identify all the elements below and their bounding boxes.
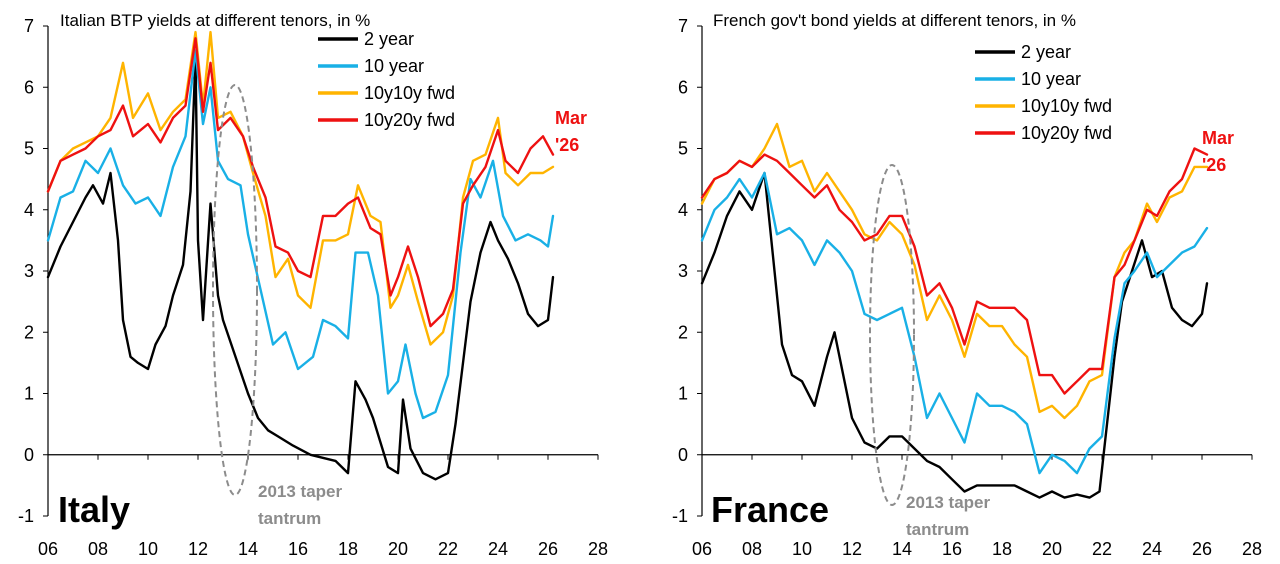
end-label-line2: '26 bbox=[1202, 155, 1226, 175]
y-tick-label: 1 bbox=[678, 384, 688, 404]
country-label: Italy bbox=[58, 489, 130, 530]
y-tick-label: 6 bbox=[24, 77, 34, 97]
x-tick-label: 12 bbox=[188, 539, 208, 559]
y-tick-label: 5 bbox=[24, 139, 34, 159]
x-tick-label: 06 bbox=[38, 539, 58, 559]
x-tick-label: 18 bbox=[992, 539, 1012, 559]
x-tick-label: 08 bbox=[88, 539, 108, 559]
x-tick-label: 26 bbox=[1192, 539, 1212, 559]
x-tick-label: 14 bbox=[892, 539, 912, 559]
taper-tantrum-ellipse bbox=[212, 84, 258, 496]
x-tick-label: 08 bbox=[742, 539, 762, 559]
legend-label: 10 year bbox=[1021, 69, 1081, 89]
series-line-10-year bbox=[700, 171, 1209, 475]
chart-title: Italian BTP yields at different tenors, … bbox=[60, 11, 370, 30]
legend-label: 2 year bbox=[1021, 42, 1071, 62]
x-tick-label: 18 bbox=[338, 539, 358, 559]
x-tick-label: 10 bbox=[138, 539, 158, 559]
y-tick-label: 3 bbox=[678, 261, 688, 281]
end-label-line2: '26 bbox=[555, 135, 579, 155]
country-label: France bbox=[711, 489, 829, 530]
x-tick-label: 20 bbox=[1042, 539, 1062, 559]
taper-tantrum-ellipse bbox=[869, 164, 915, 506]
series-line-10y20y-fwd bbox=[46, 37, 555, 328]
series-line-10y10y-fwd bbox=[700, 122, 1209, 420]
y-tick-label: 2 bbox=[678, 322, 688, 342]
x-tick-label: 28 bbox=[588, 539, 608, 559]
x-tick-label: 26 bbox=[538, 539, 558, 559]
legend-label: 2 year bbox=[364, 29, 414, 49]
y-tick-label: 3 bbox=[24, 261, 34, 281]
y-tick-label: 4 bbox=[678, 200, 688, 220]
x-tick-label: 14 bbox=[238, 539, 258, 559]
chart-title: French gov't bond yields at different te… bbox=[713, 11, 1076, 30]
y-tick-label: -1 bbox=[18, 506, 34, 526]
legend-label: 10y10y fwd bbox=[364, 83, 455, 103]
series-line-10y10y-fwd bbox=[46, 30, 555, 346]
end-label-line1: Mar bbox=[1202, 128, 1234, 148]
y-tick-label: 6 bbox=[678, 77, 688, 97]
y-tick-label: -1 bbox=[672, 506, 688, 526]
y-tick-label: 2 bbox=[24, 322, 34, 342]
y-tick-label: 7 bbox=[24, 16, 34, 36]
y-tick-label: 4 bbox=[24, 200, 34, 220]
x-tick-label: 20 bbox=[388, 539, 408, 559]
y-tick-label: 7 bbox=[678, 16, 688, 36]
y-tick-label: 0 bbox=[678, 445, 688, 465]
x-tick-label: 22 bbox=[438, 539, 458, 559]
y-tick-label: 1 bbox=[24, 384, 34, 404]
series-line-10y20y-fwd bbox=[700, 147, 1209, 395]
x-tick-label: 06 bbox=[692, 539, 712, 559]
y-tick-label: 5 bbox=[678, 139, 688, 159]
annotation-line1: 2013 taper bbox=[906, 493, 990, 512]
legend-label: 10y20y fwd bbox=[364, 110, 455, 130]
annotation-line2: tantrum bbox=[258, 509, 321, 528]
end-label-line1: Mar bbox=[555, 108, 587, 128]
annotation-line2: tantrum bbox=[906, 520, 969, 539]
legend-label: 10y20y fwd bbox=[1021, 123, 1112, 143]
annotation-line1: 2013 taper bbox=[258, 482, 342, 501]
x-tick-label: 28 bbox=[1242, 539, 1262, 559]
x-tick-label: 10 bbox=[792, 539, 812, 559]
series-line-2-year bbox=[700, 171, 1209, 499]
legend-label: 10y10y fwd bbox=[1021, 96, 1112, 116]
x-tick-label: 12 bbox=[842, 539, 862, 559]
x-tick-label: 16 bbox=[942, 539, 962, 559]
x-tick-label: 24 bbox=[488, 539, 508, 559]
y-tick-label: 0 bbox=[24, 445, 34, 465]
legend-label: 10 year bbox=[364, 56, 424, 76]
x-tick-label: 22 bbox=[1092, 539, 1112, 559]
x-tick-label: 24 bbox=[1142, 539, 1162, 559]
series-line-2-year bbox=[46, 55, 555, 481]
x-tick-label: 16 bbox=[288, 539, 308, 559]
